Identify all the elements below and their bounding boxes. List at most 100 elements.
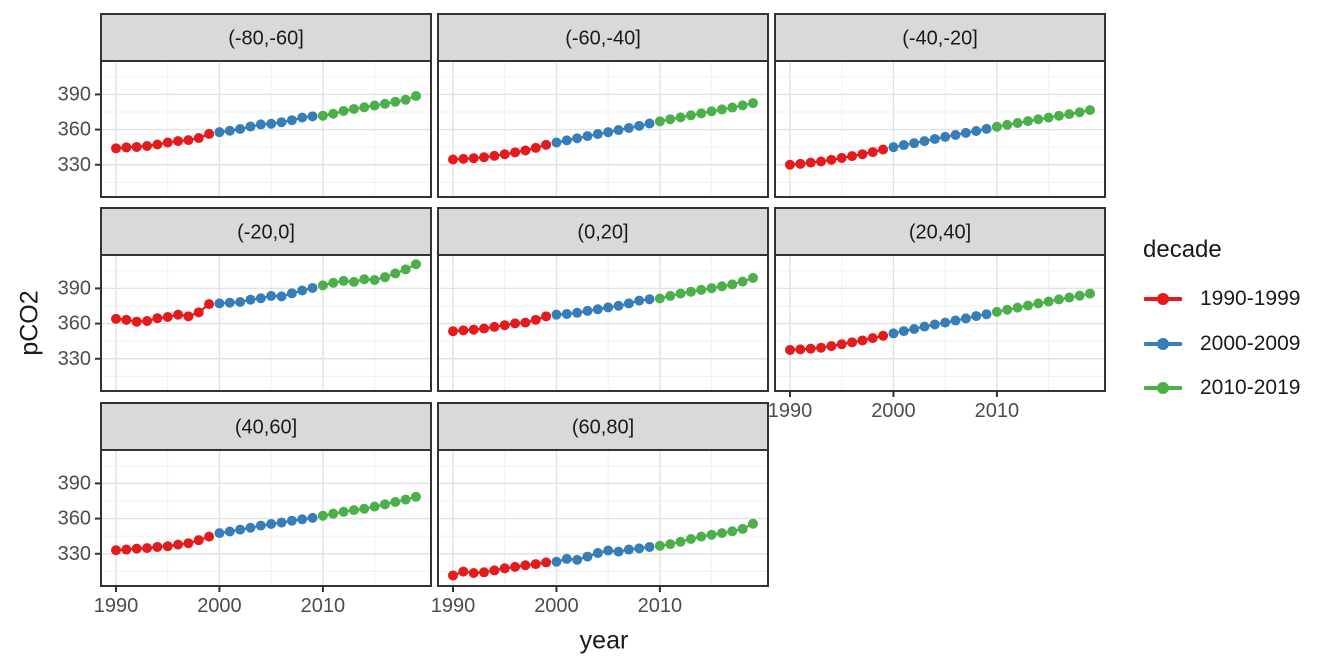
data-point	[1012, 118, 1023, 129]
data-point	[173, 136, 184, 147]
decade-line	[452, 143, 547, 161]
data-point	[706, 106, 717, 117]
data-point	[551, 556, 562, 567]
data-point	[748, 98, 758, 109]
x-tick-label: 1990	[431, 595, 476, 617]
data-point	[665, 290, 676, 301]
facet-strip	[774, 207, 1106, 256]
data-point	[235, 297, 246, 308]
data-point	[737, 523, 748, 534]
y-tick-label: 390	[58, 472, 91, 494]
x-tick-label: 2000	[197, 595, 242, 617]
legend-key-icon	[1143, 289, 1183, 309]
data-point	[960, 313, 971, 324]
data-point	[183, 311, 194, 322]
data-point	[193, 535, 204, 546]
data-point	[152, 541, 163, 552]
data-point	[162, 541, 173, 552]
facet-strip-label: (40,60]	[235, 417, 297, 439]
facet: (-80,-60] 330 360 390	[58, 13, 432, 198]
facet-strip-label: (0,20]	[577, 222, 628, 244]
data-point	[204, 128, 215, 139]
data-point	[706, 529, 717, 540]
data-point	[675, 536, 686, 547]
legend-entry: 2010-2019	[1143, 366, 1300, 410]
data-point	[696, 284, 707, 295]
data-point	[541, 557, 552, 568]
data-point	[162, 312, 173, 323]
data-point	[499, 320, 510, 331]
data-point	[888, 328, 899, 339]
legend-title: decade	[1143, 236, 1222, 263]
data-point	[121, 314, 132, 325]
data-point	[235, 124, 246, 134]
y-axis-title: pCO2	[15, 290, 44, 356]
data-point	[816, 342, 827, 353]
data-point	[520, 145, 531, 156]
data-point	[266, 118, 277, 129]
facet-strip	[100, 207, 432, 256]
data-point	[623, 122, 634, 133]
facet-strip	[100, 402, 432, 451]
facet-strip	[774, 13, 1106, 62]
data-point	[379, 98, 390, 109]
decade-line	[789, 334, 884, 352]
data-point	[173, 309, 184, 320]
data-point	[805, 343, 816, 354]
facet-strip	[100, 13, 432, 62]
data-point	[909, 138, 920, 149]
data-point	[836, 152, 847, 163]
data-point	[348, 276, 359, 287]
decade-line	[556, 298, 650, 316]
data-point	[479, 152, 490, 163]
legend-entry-label: 2000-2009	[1200, 332, 1301, 355]
decade-line	[556, 545, 650, 563]
data-point	[1053, 110, 1064, 121]
data-point	[1033, 114, 1044, 125]
data-point	[748, 518, 758, 529]
data-point	[317, 110, 328, 121]
decade-line	[322, 95, 417, 117]
data-point	[592, 129, 603, 140]
data-point	[307, 111, 318, 122]
data-point	[748, 272, 758, 283]
data-point	[499, 149, 510, 160]
facet: (-20,0] 330 360 390	[58, 207, 432, 392]
data-point	[551, 309, 562, 320]
decade-line	[659, 522, 754, 547]
data-point	[245, 121, 256, 132]
y-tick-label: 390	[58, 277, 91, 299]
data-point	[317, 280, 328, 291]
legend-entry-label: 1990-1999	[1200, 287, 1301, 310]
x-tick-label: 2000	[534, 595, 579, 617]
facet: (60,80] 1990 2000 2010	[431, 402, 769, 617]
data-point	[1022, 300, 1033, 311]
data-point	[716, 528, 727, 539]
data-point	[286, 115, 297, 126]
data-point	[317, 510, 328, 521]
data-point	[468, 567, 479, 578]
data-point	[276, 517, 287, 528]
data-point	[224, 526, 235, 537]
y-tick-label: 330	[58, 348, 91, 370]
data-point	[929, 133, 940, 144]
data-point	[479, 567, 490, 578]
data-point	[654, 540, 665, 551]
data-point	[245, 294, 256, 305]
data-point	[204, 531, 215, 542]
data-point	[561, 308, 572, 319]
data-point	[898, 140, 909, 151]
data-point	[276, 291, 287, 302]
data-point	[1085, 105, 1095, 116]
data-point	[727, 526, 738, 537]
data-point	[613, 125, 624, 136]
data-point	[1085, 288, 1095, 299]
data-point	[685, 110, 696, 121]
decade-line	[322, 263, 417, 287]
data-point	[623, 298, 634, 309]
data-point	[297, 285, 308, 296]
data-point	[716, 104, 727, 115]
data-point	[727, 279, 738, 290]
y-tick-label: 330	[58, 154, 91, 176]
data-point	[950, 129, 961, 140]
